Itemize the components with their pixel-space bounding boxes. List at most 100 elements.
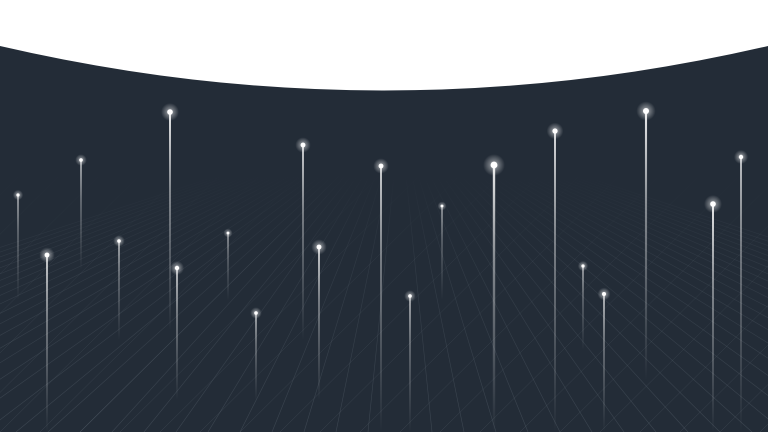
light-1	[12, 189, 24, 300]
light-head	[44, 252, 50, 258]
grid-line	[531, 174, 768, 432]
grid-line	[519, 174, 768, 432]
light-trail	[227, 233, 229, 300]
grid-line	[513, 174, 768, 432]
light-head	[490, 161, 498, 169]
light-19	[704, 195, 722, 432]
perspective-grid	[0, 174, 768, 432]
light-head	[378, 163, 384, 169]
grid-line	[599, 174, 768, 432]
grid-line	[79, 174, 341, 432]
light-trail	[46, 255, 48, 432]
light-trail	[302, 145, 304, 340]
light-head	[300, 142, 306, 148]
light-head	[117, 239, 121, 243]
light-12	[404, 290, 416, 432]
light-4	[113, 235, 125, 340]
grid-line	[0, 174, 281, 432]
grid-line	[207, 174, 365, 432]
light-18	[636, 101, 656, 380]
grid-line	[537, 174, 768, 432]
grid-line	[0, 174, 141, 432]
grid-line	[459, 174, 721, 432]
light-2	[39, 247, 55, 432]
light-20	[733, 149, 749, 432]
grid-line	[0, 174, 293, 432]
grid-line	[495, 174, 768, 432]
light-trail	[80, 160, 82, 270]
grid-line	[143, 174, 353, 432]
grid-line	[119, 174, 381, 432]
grid-line	[0, 174, 323, 432]
light-head	[710, 201, 716, 207]
grid-line	[0, 174, 221, 432]
light-head	[408, 294, 412, 298]
grid-line	[543, 174, 768, 432]
light-head	[316, 244, 322, 250]
light-16	[577, 260, 589, 350]
light-trail	[492, 165, 496, 432]
grid-line	[483, 174, 768, 432]
grid-line	[0, 174, 227, 432]
light-head	[254, 311, 258, 315]
light-head	[643, 108, 649, 114]
light-7	[223, 228, 233, 300]
grid-line	[0, 174, 221, 432]
grid-line	[0, 174, 287, 432]
light-head	[440, 204, 444, 208]
grid-line	[319, 174, 581, 432]
grid-line	[0, 174, 101, 432]
grid-line	[199, 174, 461, 432]
light-head	[602, 292, 606, 296]
light-head	[738, 154, 744, 160]
grid-line	[271, 174, 377, 432]
light-trail	[409, 296, 411, 432]
light-17	[597, 287, 611, 432]
grid-line	[579, 174, 768, 432]
light-head	[581, 264, 585, 268]
light-head	[16, 193, 20, 197]
light-trail	[176, 268, 178, 400]
grid-line	[471, 174, 768, 432]
grid-line	[399, 174, 661, 432]
light-head	[167, 109, 173, 115]
grid-line	[359, 174, 621, 432]
rising-lights-group	[12, 101, 749, 432]
grid-line	[441, 174, 625, 432]
grid-line	[47, 174, 335, 432]
grid-line	[303, 174, 383, 432]
light-trail	[318, 247, 320, 400]
grid-line	[159, 174, 421, 432]
grid-line	[239, 174, 371, 432]
grid-line	[567, 174, 768, 432]
grid-line	[519, 174, 768, 432]
grid-line	[0, 174, 61, 432]
light-trail	[582, 266, 584, 350]
light-9	[295, 137, 311, 340]
grid-line	[549, 174, 768, 432]
light-head	[79, 158, 83, 162]
grid-line	[111, 174, 347, 432]
grid-line	[439, 174, 701, 432]
grid-line	[0, 174, 257, 432]
light-5	[161, 103, 179, 330]
grid-line	[0, 174, 299, 432]
light-trail	[380, 166, 382, 432]
grid-line	[447, 174, 657, 432]
grid-line	[465, 174, 753, 432]
grid-line	[0, 174, 269, 432]
grid-line	[411, 174, 465, 432]
grid-line	[0, 174, 263, 432]
grid-line	[175, 174, 359, 432]
grid-line	[0, 174, 251, 432]
light-trail	[740, 157, 742, 432]
grid-line	[555, 174, 768, 432]
light-trail	[169, 112, 171, 330]
grid-line	[423, 174, 529, 432]
grid-line	[0, 174, 275, 432]
light-trail	[603, 294, 605, 432]
light-11	[373, 158, 389, 432]
grid-line	[0, 174, 311, 432]
light-10	[311, 239, 327, 400]
